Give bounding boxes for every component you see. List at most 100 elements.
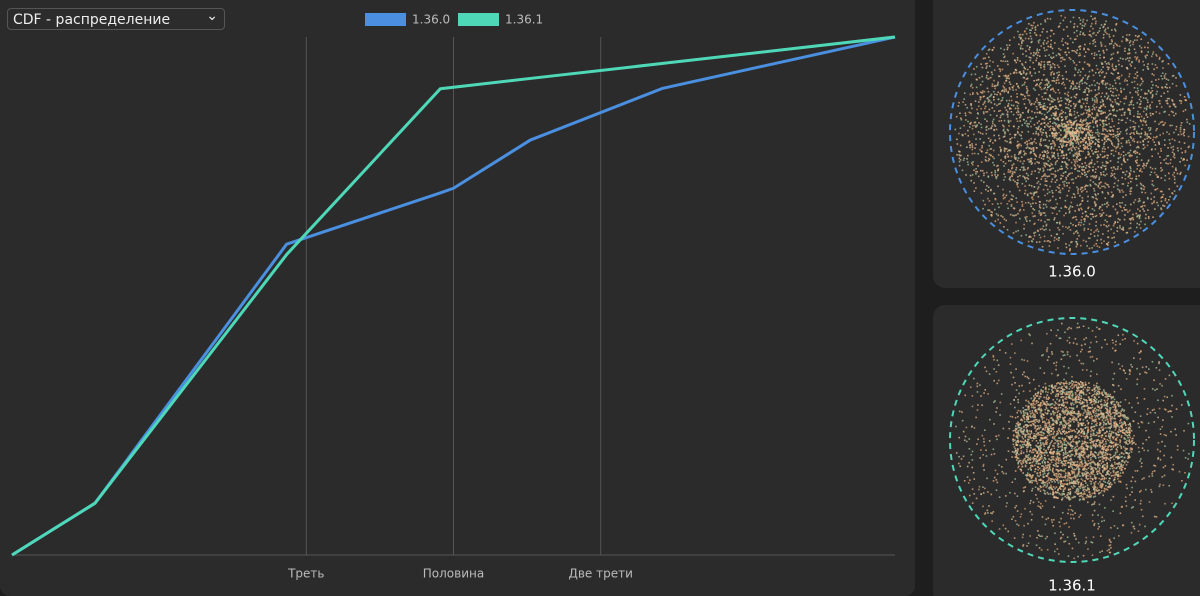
dot	[1022, 76, 1025, 79]
dot	[1000, 47, 1002, 50]
dot	[1095, 106, 1098, 109]
dot	[1021, 33, 1024, 36]
dot	[1047, 61, 1050, 63]
dot	[973, 427, 976, 429]
dot	[1107, 135, 1109, 138]
dot	[1182, 449, 1185, 452]
dot	[1052, 98, 1055, 101]
dot	[1004, 139, 1007, 142]
dot	[1140, 77, 1143, 80]
dot	[1125, 483, 1128, 486]
dot	[1092, 105, 1094, 107]
dot	[1142, 144, 1145, 146]
dot	[1051, 178, 1054, 181]
dot	[1039, 86, 1042, 89]
dot	[1163, 433, 1166, 436]
dot	[1031, 475, 1034, 477]
dot	[1018, 423, 1020, 426]
dot	[1098, 30, 1101, 32]
dot	[1017, 127, 1019, 130]
dot	[1153, 408, 1155, 411]
dot	[1046, 347, 1049, 349]
dot	[1168, 188, 1171, 190]
dot	[1061, 144, 1063, 147]
dot	[1008, 44, 1011, 47]
dot	[1066, 115, 1068, 118]
dot	[1114, 168, 1117, 170]
dot	[1123, 88, 1125, 91]
dot	[1065, 118, 1067, 120]
dot	[1086, 200, 1089, 203]
dot	[1081, 473, 1084, 475]
dot	[1102, 212, 1105, 214]
dot	[994, 198, 997, 201]
dot	[1137, 89, 1139, 92]
dot	[1025, 78, 1028, 80]
dot	[1124, 97, 1127, 100]
dot	[1046, 441, 1049, 444]
dot	[1066, 167, 1069, 170]
dot	[1068, 159, 1070, 161]
dot	[1107, 193, 1110, 195]
dot	[1029, 46, 1031, 49]
dot	[1093, 482, 1096, 484]
dot	[1109, 423, 1111, 425]
dot	[1038, 212, 1041, 214]
dot	[1089, 350, 1092, 353]
dot	[1070, 517, 1072, 520]
dot	[1049, 35, 1052, 37]
dot	[1053, 362, 1055, 365]
dot	[1117, 138, 1119, 141]
dot	[1143, 117, 1146, 120]
dot	[1157, 416, 1159, 419]
dot	[1123, 432, 1126, 434]
dot	[1000, 159, 1002, 161]
dot	[1044, 194, 1046, 197]
dot	[988, 505, 990, 507]
dot	[1129, 149, 1132, 152]
dot	[1136, 141, 1139, 143]
dot	[1090, 341, 1092, 344]
dot	[1094, 171, 1097, 173]
dot	[1085, 123, 1088, 125]
dot	[1091, 330, 1094, 332]
dot	[1110, 475, 1113, 477]
dot	[986, 125, 988, 128]
dot	[1064, 131, 1067, 133]
dot	[993, 98, 995, 101]
dot	[1157, 152, 1160, 155]
dot	[1015, 72, 1018, 74]
dot	[1119, 100, 1122, 103]
dot	[1126, 231, 1129, 234]
dot	[1010, 205, 1013, 207]
dot	[1105, 214, 1108, 216]
dot	[1037, 466, 1039, 468]
dot	[1104, 168, 1107, 171]
dot	[1076, 137, 1078, 139]
dot	[1025, 454, 1027, 457]
dot	[1004, 132, 1006, 135]
dot	[1046, 192, 1049, 195]
dot	[1103, 519, 1105, 522]
dot	[1069, 513, 1072, 516]
dot	[1166, 97, 1169, 100]
dot	[1009, 72, 1012, 75]
dot	[1173, 190, 1176, 192]
dot	[1133, 125, 1136, 128]
dot	[1107, 138, 1109, 141]
dot	[1002, 197, 1005, 200]
dot	[1023, 223, 1025, 226]
dot	[1133, 434, 1135, 437]
dot	[1159, 383, 1161, 385]
dot	[1081, 140, 1083, 143]
dot	[1123, 437, 1126, 440]
dot	[1099, 410, 1102, 412]
dot	[1039, 34, 1042, 37]
dot	[1122, 154, 1125, 157]
dot	[1092, 359, 1095, 362]
dot	[1091, 213, 1094, 215]
dot	[1137, 530, 1140, 533]
dot	[1021, 373, 1024, 376]
dot	[979, 457, 981, 459]
dot	[1143, 188, 1145, 191]
